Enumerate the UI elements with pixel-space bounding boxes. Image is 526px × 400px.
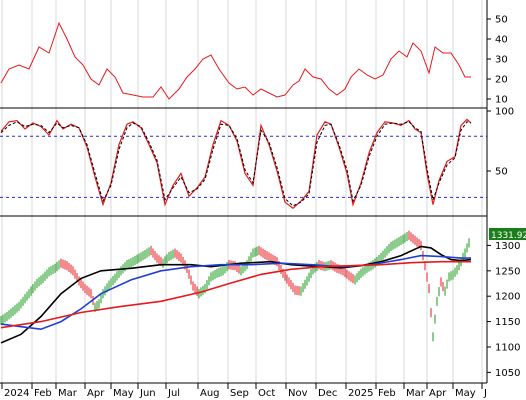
y-tick-label: 1200 — [495, 292, 520, 303]
x-tick-label: May — [113, 388, 134, 399]
moving-average-line — [0, 254, 471, 331]
stochastic-panel — [0, 118, 487, 217]
stochastic-line — [0, 121, 472, 207]
y-tick-label: 20 — [495, 75, 508, 86]
stochastic-line — [0, 118, 472, 209]
y-tick-label: 10 — [495, 95, 508, 106]
y-tick-label: 50 — [495, 167, 508, 178]
vertical-gridlines — [1, 0, 483, 383]
x-tick-label: Aug — [200, 388, 220, 399]
x-tick-label: Oct — [258, 388, 275, 399]
y-tick-label: 40 — [495, 35, 508, 46]
x-tick-label: Sep — [230, 388, 249, 399]
y-tick-label: 1050 — [495, 368, 520, 379]
price-panel — [0, 230, 472, 344]
y-tick-label: 1100 — [495, 342, 520, 353]
y-tick-label: 1250 — [495, 266, 520, 277]
price-y-axis: 1050 1100 1150 1200 1250 1300 — [487, 241, 520, 379]
oscillator-line — [0, 21, 471, 100]
current-price-tag: 1331.920 — [489, 228, 526, 241]
middle-y-axis: 50 100 — [487, 107, 514, 178]
y-tick-label: 1150 — [495, 317, 520, 328]
top-y-axis: 10 20 30 40 50 — [487, 15, 508, 106]
x-tick-label: Apr — [429, 388, 447, 399]
y-tick-label: 30 — [495, 55, 508, 66]
y-tick-label: 50 — [495, 15, 508, 26]
x-tick-label: Feb — [34, 388, 52, 399]
x-tick-label: Apr — [87, 388, 105, 399]
x-tick-label: 2024 — [4, 388, 29, 399]
y-tick-label: 1300 — [495, 241, 520, 252]
x-tick-label: J — [483, 388, 487, 399]
x-tick-label: Nov — [288, 388, 308, 399]
x-axis-labels: 2024 Feb Mar Apr May Jun Jul Aug Sep Oct Nov Dec 202… — [1, 383, 487, 399]
x-tick-label: May — [455, 388, 476, 399]
x-tick-label: Jul — [167, 388, 180, 399]
moving-average-line — [0, 260, 471, 329]
top-oscillator-panel — [0, 21, 487, 109]
x-tick-label: Jun — [139, 388, 156, 399]
y-tick-label: 100 — [495, 107, 514, 118]
moving-average-line — [0, 245, 472, 344]
current-price-label: 1331.920 — [491, 231, 526, 241]
x-tick-label: Feb — [378, 388, 396, 399]
x-tick-label: Mar — [406, 388, 426, 399]
x-tick-label: Mar — [58, 388, 78, 399]
x-tick-label: 2025 — [348, 388, 373, 399]
x-tick-label: Dec — [318, 388, 337, 399]
